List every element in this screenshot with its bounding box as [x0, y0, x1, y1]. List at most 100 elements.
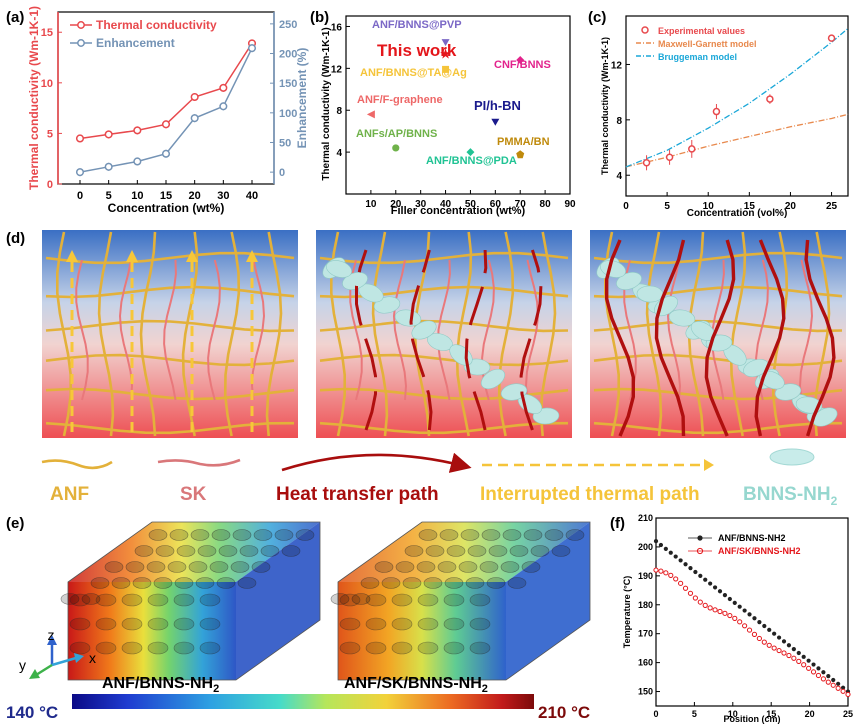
temp-point-anf-sk	[673, 576, 679, 582]
temp-point-anf	[698, 573, 703, 578]
sim-box-left	[60, 521, 321, 681]
x-tick-label: 10	[131, 190, 143, 202]
chart-b-frame	[345, 15, 571, 195]
platelet	[197, 545, 217, 557]
temp-point-anf	[831, 677, 836, 683]
legend-enhancement: Enhancement	[96, 36, 175, 50]
temp-point-anf-sk	[682, 585, 689, 591]
legend-marker-exp	[641, 26, 649, 34]
temp-point-anf-sk	[801, 662, 807, 668]
data-point	[712, 107, 721, 116]
legend-marker-tc	[77, 21, 85, 29]
x-tick-label: 0	[653, 709, 658, 719]
temp-point-anf	[653, 539, 659, 544]
platelet	[95, 641, 117, 655]
sim-box-left-front	[68, 582, 236, 680]
data-point	[688, 145, 696, 153]
temp-point-anf-sk	[692, 595, 698, 601]
platelet	[69, 641, 91, 655]
legend-heat-arrow	[281, 452, 472, 473]
data-point	[190, 114, 199, 123]
chart-c-frame	[625, 15, 849, 197]
temp-point-anf-sk	[668, 572, 674, 578]
temp-point-anf	[663, 546, 668, 551]
temp-point-anf	[747, 612, 752, 617]
platelet	[169, 529, 189, 541]
platelet	[281, 545, 301, 557]
axis-y-label: y	[19, 657, 26, 673]
sim-box-right-outline	[337, 521, 591, 681]
x-tick-label: 0	[623, 201, 629, 212]
y-tick-label: 150	[638, 687, 653, 697]
x-tick-label: 40	[246, 190, 258, 202]
anf-fiber	[371, 231, 389, 437]
bnns-platelet	[616, 272, 642, 290]
temp-point-anf-sk	[771, 645, 777, 651]
temp-point-anf	[732, 600, 737, 605]
platelet	[121, 593, 143, 607]
heat-transfer-path	[804, 239, 836, 437]
platelet	[530, 545, 550, 557]
platelet	[132, 577, 152, 589]
chart-a-ylabel: Thermal conductivity (Wm-1K-1)	[27, 6, 41, 190]
chart-c: 0 5 10 15 20 25 4 8 12 Experimental values Maxwe…	[600, 15, 849, 219]
platelet	[195, 577, 215, 589]
y-tick-label: 180	[638, 600, 653, 610]
platelet	[251, 561, 271, 573]
bnns-platelet	[668, 309, 696, 327]
anf-fiber	[645, 231, 663, 437]
platelet	[147, 617, 169, 631]
temp-point-anf	[678, 558, 683, 563]
anf-fiber	[593, 319, 843, 333]
anf-fiber	[45, 285, 295, 299]
anf-fiber	[319, 285, 569, 299]
anf-fiber	[593, 285, 843, 299]
y-tick-label: 200	[638, 542, 653, 552]
y-tick-label: 8	[616, 116, 622, 127]
bnns-platelet	[394, 309, 422, 327]
chart-b-xlabel: Filler concentration (wt%)	[391, 205, 526, 217]
anf-fiber	[319, 421, 569, 435]
point-marker	[366, 110, 375, 119]
temp-point-anf-sk	[653, 567, 659, 573]
platelet	[521, 561, 541, 573]
panel-label-b: (b)	[310, 9, 329, 26]
temp-point-anf-sk	[815, 672, 822, 679]
platelet	[339, 641, 361, 655]
legend-bnns-platelet	[769, 448, 815, 466]
x-tick-label: 15	[766, 709, 776, 719]
heat-transfer-path	[605, 239, 635, 437]
platelet	[502, 529, 522, 541]
panel-label-d: (d)	[6, 230, 25, 247]
temp-point-anf-sk	[781, 650, 787, 656]
sim-label-left: ANF/BNNS-NH2	[102, 675, 219, 695]
temp-point-anf-sk	[825, 679, 831, 685]
chart-b-ylabel: Thermal conductivity (Wm-1K-1)	[321, 27, 332, 180]
axis-z-label: z	[48, 627, 55, 643]
temp-point-anf-sk	[722, 610, 728, 616]
sk-fiber	[207, 259, 221, 401]
data-point	[75, 168, 85, 177]
legend-anf: ANF	[50, 484, 89, 505]
platelet	[365, 593, 387, 607]
platelet	[439, 529, 459, 541]
platelet	[199, 617, 221, 631]
model-line	[625, 27, 849, 168]
platelet	[488, 545, 508, 557]
platelet	[121, 641, 143, 655]
temp-point-anf	[708, 581, 713, 586]
x-tick-label: 25	[826, 201, 838, 212]
x-tick-label: 70	[515, 199, 527, 210]
point-label: ANFs/AP/BNNS	[356, 128, 437, 140]
platelet	[509, 545, 529, 557]
platelet	[423, 577, 443, 589]
temp-point-anf	[786, 643, 792, 648]
platelet	[260, 545, 280, 557]
axis-y-arrowhead	[29, 669, 40, 679]
temp-point-anf	[821, 670, 826, 675]
platelet	[174, 577, 194, 589]
anf-fiber	[319, 319, 569, 333]
platelet	[443, 617, 465, 631]
y-tick-label: 170	[638, 629, 653, 639]
axis-y-arrow	[35, 663, 53, 677]
